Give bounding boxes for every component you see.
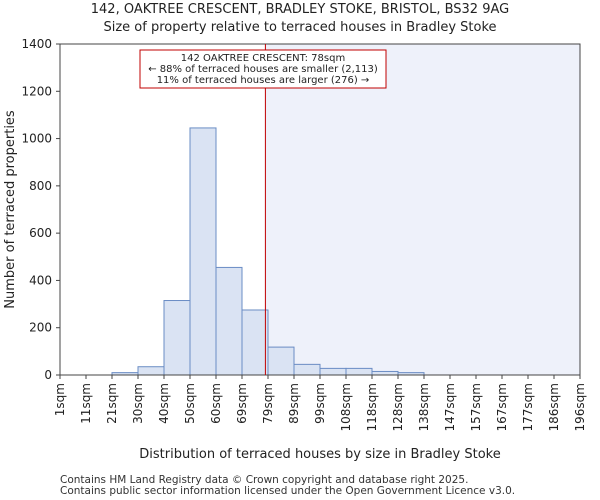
- footer-licence: Contains public sector information licen…: [60, 485, 516, 497]
- histogram-bar: [267, 346, 295, 376]
- annotation-line: 142 OAKTREE CRESCENT: 78sqm: [181, 53, 345, 64]
- x-tick-label: 60sqm: [209, 383, 223, 424]
- chart-title-address: 142, OAKTREE CRESCENT, BRADLEY STOKE, BR…: [90, 2, 510, 17]
- x-tick-label: 138sqm: [417, 383, 431, 431]
- x-tick-label: 99sqm: [313, 383, 327, 424]
- x-tick-label: 50sqm: [183, 383, 197, 424]
- x-tick-label: 21sqm: [105, 383, 119, 424]
- x-tick-label: 186sqm: [547, 383, 561, 431]
- x-tick-label: 108sqm: [339, 383, 353, 431]
- annotation-line: ← 88% of terraced houses are smaller (2,…: [148, 64, 378, 75]
- y-tick-label: 800: [29, 179, 52, 193]
- y-axis-label: Number of terraced properties: [3, 110, 18, 309]
- x-tick-label: 177sqm: [521, 383, 535, 431]
- x-tick-label: 11sqm: [79, 383, 93, 424]
- y-tick-label: 200: [29, 321, 52, 335]
- chart-subtitle: Size of property relative to terraced ho…: [103, 20, 497, 35]
- x-tick-label: 30sqm: [131, 383, 145, 424]
- larger-properties-region: [265, 44, 580, 375]
- x-tick-label: 128sqm: [391, 383, 405, 431]
- histogram-bar: [215, 266, 243, 376]
- y-tick-label: 1000: [21, 132, 52, 146]
- histogram-bar: [137, 366, 165, 376]
- x-tick-label: 40sqm: [157, 383, 171, 424]
- x-tick-label: 196sqm: [573, 383, 587, 431]
- x-tick-label: 89sqm: [287, 383, 301, 424]
- histogram-bar: [293, 363, 321, 376]
- y-tick-label: 1200: [21, 84, 52, 98]
- x-axis-label: Distribution of terraced houses by size …: [139, 447, 500, 462]
- histogram-bar: [319, 367, 347, 376]
- x-tick-label: 118sqm: [365, 383, 379, 431]
- y-tick-label: 400: [29, 273, 52, 287]
- x-tick-label: 1sqm: [53, 383, 67, 416]
- histogram-bar: [345, 367, 373, 376]
- histogram-bar: [371, 370, 399, 376]
- x-tick-label: 69sqm: [235, 383, 249, 424]
- y-tick-label: 600: [29, 226, 52, 240]
- x-tick-label: 157sqm: [469, 383, 483, 431]
- y-tick-label: 0: [44, 368, 52, 382]
- annotation-box: [139, 49, 387, 89]
- x-tick-label: 167sqm: [495, 383, 509, 431]
- histogram-bar: [189, 127, 217, 376]
- histogram-bar: [163, 300, 191, 376]
- footer-copyright: Contains HM Land Registry data © Crown c…: [60, 474, 469, 486]
- y-tick-label: 1400: [21, 37, 52, 51]
- histogram-bar: [241, 309, 269, 376]
- x-tick-label: 147sqm: [443, 383, 457, 431]
- x-tick-label: 79sqm: [261, 383, 275, 424]
- annotation-line: 11% of terraced houses are larger (276) …: [157, 75, 370, 86]
